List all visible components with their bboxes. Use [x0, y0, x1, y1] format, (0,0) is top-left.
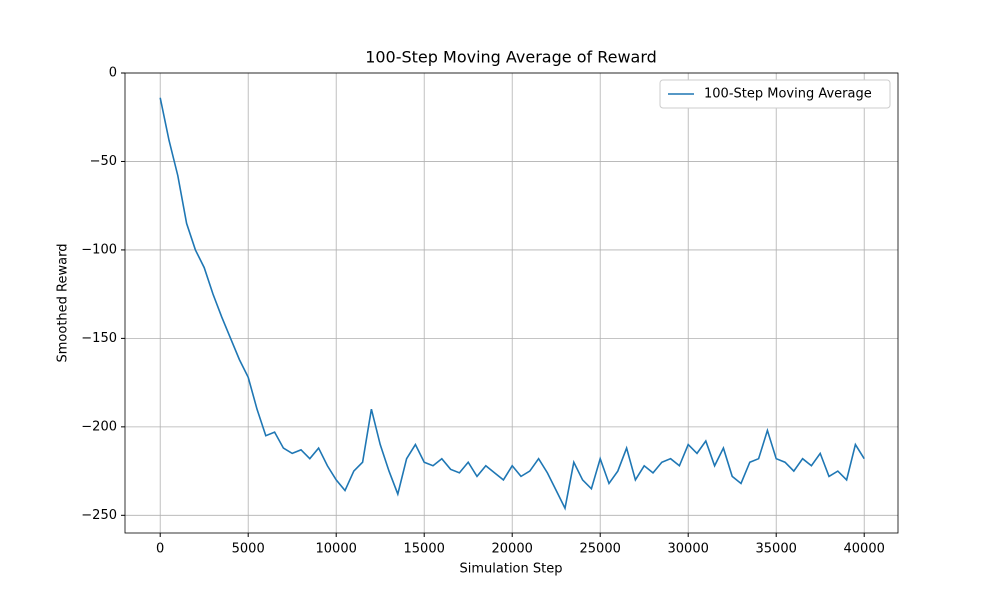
x-tick-label: 25000 — [580, 542, 621, 557]
plot-frame — [124, 72, 899, 534]
legend: 100-Step Moving Average — [659, 79, 891, 109]
y-tick-label: −50 — [90, 154, 117, 169]
y-tick-label: −150 — [81, 331, 117, 346]
y-tick-label: −250 — [81, 508, 117, 523]
y-axis-label: Smoothed Reward — [56, 244, 71, 363]
x-tick-label: 30000 — [668, 542, 709, 557]
x-tick-label: 35000 — [756, 542, 797, 557]
x-axis-label: Simulation Step — [460, 562, 563, 577]
chart-title: 100-Step Moving Average of Reward — [365, 48, 657, 67]
y-tick-label: 0 — [109, 66, 117, 81]
x-tick-label: 5000 — [232, 542, 265, 557]
y-tick-label: −100 — [81, 242, 117, 257]
data-line — [159, 97, 865, 511]
x-tick-label: 10000 — [316, 542, 357, 557]
y-tick-label: −200 — [81, 419, 117, 434]
x-tick-label: 0 — [156, 542, 164, 557]
legend-label: 100-Step Moving Average — [704, 87, 872, 102]
x-tick-label: 20000 — [492, 542, 533, 557]
x-tick-label: 15000 — [404, 542, 445, 557]
legend-box — [659, 79, 891, 109]
x-tick-label: 40000 — [844, 542, 885, 557]
